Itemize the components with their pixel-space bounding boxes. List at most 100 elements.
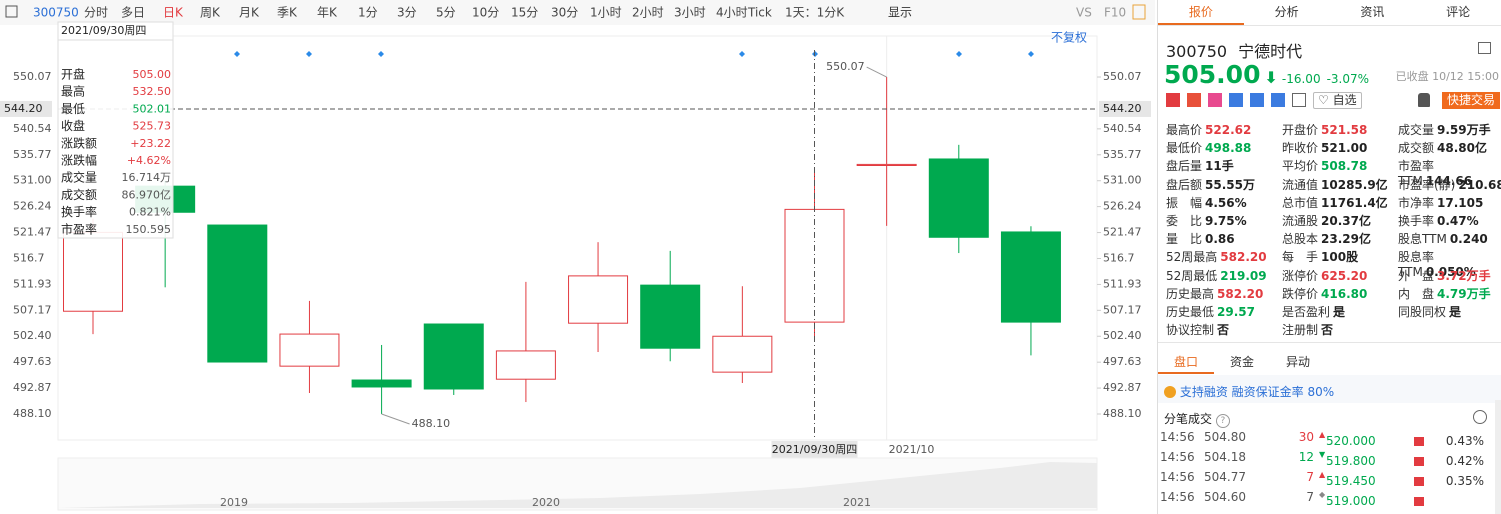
trade-volume: 7	[1306, 490, 1314, 504]
period-tab[interactable]: 1分	[358, 6, 378, 20]
margin-icon	[1164, 386, 1176, 398]
stat-value: 10285.9亿	[1321, 177, 1388, 192]
display-menu[interactable]: 显示	[888, 6, 912, 20]
period-tab[interactable]: Tick	[747, 6, 772, 20]
tag-icon	[1166, 93, 1180, 107]
stat-value: 210.68	[1458, 177, 1501, 192]
period-tab[interactable]: 1天：1分K	[785, 6, 845, 20]
quote-tab[interactable]: 评论	[1446, 5, 1471, 19]
depth-bar	[1414, 497, 1424, 506]
stat-label: 注册制	[1282, 323, 1319, 338]
f10-button[interactable]: F10	[1104, 6, 1126, 20]
stat-value: 55.55万	[1205, 177, 1255, 192]
margin-row[interactable]: 支持融资 融资保证金率 80%	[1164, 383, 1334, 400]
stat-value: 416.80	[1321, 286, 1368, 301]
vs-button[interactable]: VS	[1076, 6, 1092, 20]
stat-label: 流通股	[1282, 213, 1319, 228]
stat-cell: 盘后额 55.55万	[1166, 176, 1282, 194]
overview-year: 2020	[532, 496, 560, 509]
y-tick-label: 516.7	[13, 251, 45, 264]
price-change-pct: -3.07%	[1326, 72, 1370, 86]
quote-tab[interactable]: 分析	[1274, 5, 1299, 19]
quote-panel: 报价 分析 资讯 评论 300750 宁德时代 505.00 ⬇ -16.00 -3.…	[1157, 0, 1501, 514]
y-tick-label-right: 526.24	[1103, 200, 1142, 213]
quote-tab[interactable]: 报价	[1158, 0, 1244, 25]
stat-value: 521.00	[1321, 141, 1368, 156]
period-tab[interactable]: 分时	[84, 6, 108, 20]
period-tab[interactable]: 1小时	[590, 6, 622, 20]
stat-value: 582.20	[1220, 250, 1267, 265]
note-icon[interactable]	[1132, 4, 1146, 20]
period-tab[interactable]: 3小时	[674, 6, 706, 20]
trade-price: 504.77	[1204, 470, 1246, 484]
depth-bar	[1414, 457, 1424, 466]
stat-value: 48.80亿	[1437, 141, 1487, 156]
period-tab[interactable]: 3分	[397, 6, 417, 20]
depth-price: 519.800	[1326, 454, 1376, 468]
quick-trade-button[interactable]: 快捷交易	[1442, 92, 1501, 109]
stat-value: 17.105	[1437, 195, 1484, 210]
period-tab[interactable]: 周K	[200, 6, 221, 20]
alert-icon[interactable]	[1418, 93, 1430, 107]
quote-tab[interactable]: 资讯	[1360, 5, 1385, 19]
depth-bar	[1414, 477, 1424, 486]
tooltip-value: +23.22	[130, 137, 171, 150]
watchlist-button[interactable]: ♡ 自选	[1313, 92, 1362, 109]
depth-pct: 0.42%	[1445, 454, 1484, 468]
sub-tabs: 盘口 资金 异动	[1158, 352, 1326, 374]
y-tick-label-right: 511.93	[1103, 277, 1142, 290]
period-tab[interactable]: 5分	[436, 6, 456, 20]
stat-cell: 历史最高 582.20	[1166, 285, 1282, 303]
stat-label: 最低价	[1166, 141, 1203, 156]
stat-value: 0.86	[1205, 232, 1235, 247]
stat-cell: 股息率TTM 0.050%	[1398, 248, 1501, 279]
period-tab[interactable]: 4小时	[716, 6, 748, 20]
tag-icon	[1250, 93, 1264, 107]
stat-value: 否	[1217, 323, 1230, 338]
margin-bar	[1158, 375, 1501, 403]
tooltip-label: 涨跌额	[61, 135, 97, 150]
sub-tab[interactable]: 盘口	[1158, 352, 1214, 374]
period-tab[interactable]: 季K	[277, 6, 298, 20]
trade-row: 14:56 504.80 30 ▲	[1160, 430, 1325, 444]
candle-body	[351, 379, 412, 388]
y-tick-label-right: 497.63	[1103, 355, 1142, 368]
y-tick-label: 511.93	[13, 277, 52, 290]
stat-cell: 是否盈利是	[1282, 303, 1398, 321]
period-tab[interactable]: 10分	[472, 6, 499, 20]
stock-code[interactable]: 300750	[33, 6, 79, 20]
sub-tab[interactable]: 资金	[1229, 355, 1254, 369]
tooltip-label: 开盘	[61, 67, 85, 82]
stat-cell: 成交额 48.80亿	[1398, 139, 1501, 157]
period-tab[interactable]: 年K	[317, 6, 338, 20]
stat-cell: 涨停价 625.20	[1282, 267, 1398, 285]
period-tab[interactable]: 2小时	[632, 6, 664, 20]
stat-label: 市盈率TTM	[1398, 159, 1435, 189]
period-tab[interactable]: 多日	[121, 6, 145, 20]
toolbar-bg	[0, 0, 1155, 25]
tooltip-value: 525.73	[133, 120, 172, 133]
period-tab[interactable]: 日K	[163, 6, 184, 20]
y-tick-label: 492.87	[13, 381, 52, 394]
period-tab[interactable]: 15分	[511, 6, 538, 20]
sub-tab[interactable]: 异动	[1285, 355, 1310, 369]
period-tab[interactable]: 30分	[551, 6, 578, 20]
tooltip-value: 150.595	[126, 223, 172, 236]
stat-label: 涨停价	[1282, 268, 1319, 283]
low-leader	[381, 413, 410, 425]
stat-label: 市净率	[1398, 195, 1435, 210]
depth-price: 520.000	[1326, 434, 1376, 448]
toolbar-icon[interactable]	[5, 5, 18, 18]
stat-cell: 股息TTM 0.240	[1398, 230, 1501, 248]
more-icon[interactable]	[1473, 410, 1487, 424]
stat-cell: 市净率 17.105	[1398, 194, 1501, 212]
collapse-icon[interactable]	[1478, 42, 1491, 54]
adjust-toggle[interactable]: 不复权	[1051, 31, 1087, 45]
stat-label: 平均价	[1282, 159, 1319, 174]
stat-label: 成交量	[1398, 123, 1435, 137]
stat-label: 52周最高	[1166, 250, 1218, 265]
trade-volume: 30	[1298, 430, 1314, 444]
period-tab[interactable]: 月K	[239, 6, 260, 20]
crosshair-price-box-right	[1099, 100, 1151, 117]
help-icon[interactable]: ?	[1215, 414, 1230, 428]
